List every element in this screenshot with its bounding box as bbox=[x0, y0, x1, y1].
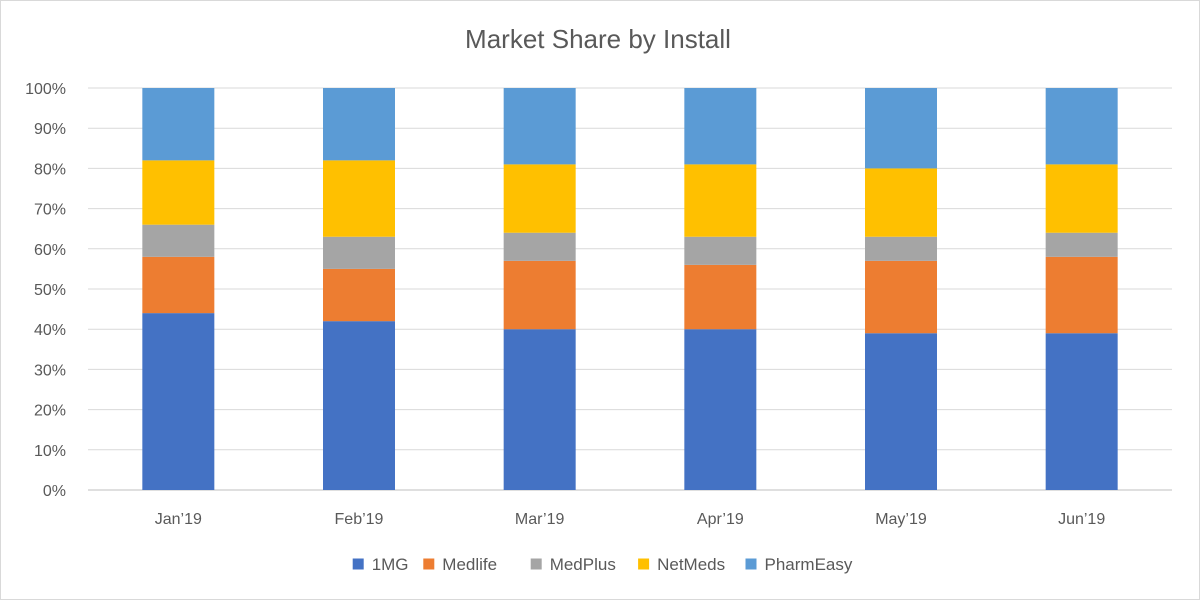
y-tick-label: 90% bbox=[34, 121, 66, 138]
legend-item-medplus: MedPlus bbox=[530, 555, 616, 574]
legend-item-1mg: 1MG bbox=[352, 555, 409, 574]
bar-segment-pharmeasy bbox=[684, 88, 757, 165]
bar-segment-1mg bbox=[503, 329, 576, 490]
legend-swatch bbox=[423, 558, 435, 570]
bar-segment-medlife bbox=[865, 260, 937, 334]
y-tick-label: 50% bbox=[34, 282, 66, 299]
bar-segment-pharmeasy bbox=[503, 88, 576, 165]
bar-segment-pharmeasy bbox=[865, 88, 937, 169]
bar-segment-pharmeasy bbox=[142, 88, 215, 161]
y-tick-label: 60% bbox=[34, 242, 66, 259]
bar-segment-1mg bbox=[1045, 333, 1118, 490]
y-tick-label: 100% bbox=[25, 81, 66, 98]
legend-label: NetMeds bbox=[657, 555, 725, 574]
legend-label: Medlife bbox=[442, 555, 497, 574]
bar-segment-medlife bbox=[503, 260, 576, 330]
legend-label: MedPlus bbox=[550, 555, 616, 574]
bar-segment-medplus bbox=[142, 224, 215, 257]
bar-segment-1mg bbox=[142, 313, 215, 490]
bar-segment-netmeds bbox=[323, 160, 395, 237]
bar-segment-medlife bbox=[684, 264, 757, 330]
legend-swatch bbox=[745, 558, 757, 570]
bar-segment-pharmeasy bbox=[1045, 88, 1118, 165]
legend: 1MG Medlife MedPlus NetMeds PharmEasy bbox=[352, 555, 853, 574]
legend-item-pharmeasy: PharmEasy bbox=[745, 555, 853, 574]
x-tick-label: Feb’19 bbox=[335, 511, 384, 528]
y-tick-label: 70% bbox=[34, 202, 66, 219]
gridlines bbox=[88, 87, 1172, 491]
bar-segment-medplus bbox=[323, 236, 395, 269]
y-tick-label: 40% bbox=[34, 322, 66, 339]
x-tick-label: Mar’19 bbox=[515, 511, 565, 528]
bar-segment-netmeds bbox=[1045, 164, 1118, 233]
legend-swatch bbox=[638, 558, 650, 570]
bar-segment-1mg bbox=[323, 321, 395, 490]
bar-segment-netmeds bbox=[503, 164, 576, 233]
y-tick-label: 80% bbox=[34, 161, 66, 178]
y-axis-ticks: 0% 10% 20% 30% 40% 50% 60% 70% 80% 90% 100% bbox=[25, 81, 66, 500]
legend-item-netmeds: NetMeds bbox=[638, 555, 725, 574]
x-tick-label: Jan’19 bbox=[155, 511, 202, 528]
bar-segment-1mg bbox=[865, 333, 937, 490]
bar-segment-pharmeasy bbox=[323, 88, 395, 161]
y-tick-label: 30% bbox=[34, 362, 66, 379]
bar-segment-1mg bbox=[684, 329, 757, 490]
x-tick-label: Apr’19 bbox=[697, 511, 744, 528]
legend-label: PharmEasy bbox=[765, 555, 853, 574]
bar-segment-medlife bbox=[323, 268, 395, 322]
bar-segment-netmeds bbox=[142, 160, 215, 225]
legend-swatch bbox=[530, 558, 542, 570]
bar-segment-medlife bbox=[1045, 256, 1118, 334]
bars bbox=[142, 88, 1118, 490]
bar-segment-netmeds bbox=[684, 164, 757, 237]
bar-segment-medplus bbox=[684, 236, 757, 265]
chart-title: Market Share by Install bbox=[465, 24, 731, 54]
y-tick-label: 0% bbox=[43, 483, 66, 500]
y-tick-label: 10% bbox=[34, 443, 66, 460]
bar-segment-medplus bbox=[503, 232, 576, 261]
bar-segment-medplus bbox=[1045, 232, 1118, 257]
bar-segment-netmeds bbox=[865, 168, 937, 237]
x-axis-ticks: Jan’19 Feb’19 Mar’19 Apr’19 May’19 Jun’19 bbox=[155, 511, 1106, 528]
bar-segment-medlife bbox=[142, 256, 215, 314]
x-tick-label: May’19 bbox=[875, 511, 927, 528]
legend-swatch bbox=[352, 558, 364, 570]
y-tick-label: 20% bbox=[34, 403, 66, 420]
legend-item-medlife: Medlife bbox=[423, 555, 497, 574]
bar-segment-medplus bbox=[865, 236, 937, 261]
x-tick-label: Jun’19 bbox=[1058, 511, 1105, 528]
legend-label: 1MG bbox=[372, 555, 409, 574]
